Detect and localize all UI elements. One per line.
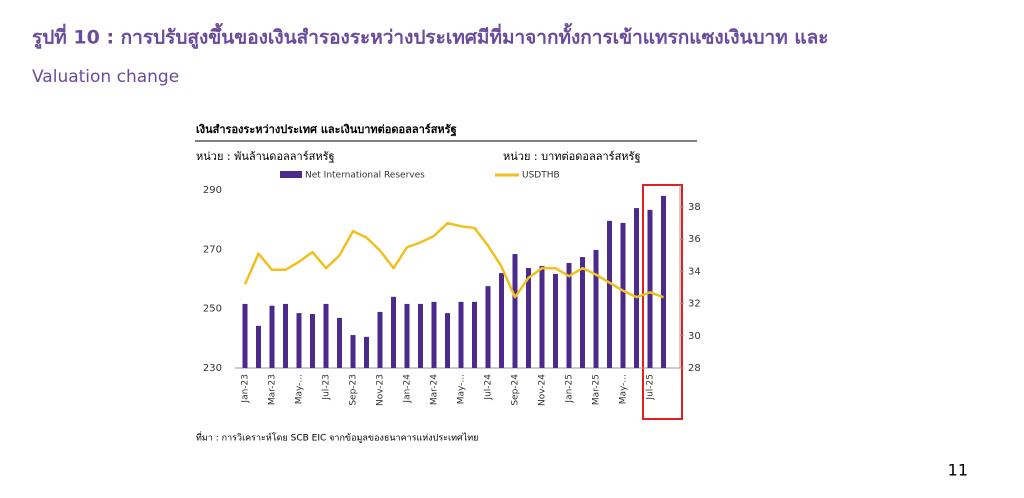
x-tick-label: May-... (457, 374, 467, 404)
bar (296, 313, 302, 368)
x-tick-label: Mar-23 (268, 374, 278, 405)
source-note: ที่มา : การวิเคราะห์โดย SCB EIC จากข้อมู… (196, 431, 478, 444)
chart-title: เงินสำรองระหว่างประเทศ และเงินบาทต่อดอลล… (196, 123, 457, 137)
x-tick-label: May-... (295, 374, 305, 404)
bar (283, 303, 288, 368)
x-tick-label: Nov-23 (376, 374, 386, 406)
bar (310, 314, 315, 368)
x-tick-label: Jul-25 (646, 374, 656, 401)
legend-label: USDTHB (522, 171, 560, 181)
bar (566, 262, 572, 368)
y2-tick-label: 34 (688, 266, 701, 277)
slide-subtitle: Valuation change (32, 67, 179, 87)
bar (242, 303, 248, 368)
x-tick-label: Mar-25 (592, 374, 602, 405)
bar (418, 303, 423, 368)
bar (337, 317, 342, 368)
y-tick-label: 290 (203, 185, 222, 196)
y2-tick-label: 28 (688, 363, 701, 374)
bar (323, 303, 329, 368)
bar (607, 220, 612, 368)
line (243, 221, 664, 299)
x-tick-label: Nov-24 (538, 374, 548, 406)
bar (526, 268, 531, 368)
bar (485, 286, 491, 368)
bar (377, 311, 383, 368)
y-tick-label: 250 (203, 304, 222, 315)
bar (620, 222, 626, 368)
y-tick-label: 270 (203, 244, 222, 255)
bar (256, 325, 261, 368)
bar (364, 336, 369, 368)
y-tick-label: 230 (203, 363, 222, 374)
bar (634, 208, 639, 368)
y2-tick-label: 32 (688, 299, 701, 310)
bar (661, 195, 666, 368)
y2-tick-label: 38 (688, 202, 701, 213)
bar (539, 265, 545, 368)
legend-label: Net International Reserves (305, 171, 425, 181)
bar (593, 249, 599, 368)
bar (553, 273, 558, 368)
y2-tick-label: 30 (688, 331, 701, 342)
bar (391, 296, 396, 368)
x-tick-label: Jul-23 (322, 374, 332, 401)
x-tick-label: May-... (619, 374, 629, 404)
bar (472, 301, 477, 368)
bar (647, 209, 653, 368)
bar (404, 303, 410, 368)
x-tick-label: Sep-23 (349, 374, 359, 406)
bar (350, 335, 356, 368)
bar (512, 254, 518, 368)
y2-tick-label: 36 (688, 234, 701, 245)
page-number: 11 (948, 461, 968, 480)
x-tick-label: Jan-24 (403, 374, 413, 404)
legend-swatch (280, 171, 302, 178)
highlight-box (642, 184, 683, 420)
bar (431, 301, 437, 368)
y2-axis-label: หน่วย : บาทต่อดอลลาร์สหรัฐ (503, 150, 641, 163)
x-tick-label: Mar-24 (430, 374, 440, 405)
bar (458, 301, 464, 368)
x-tick-label: Sep-24 (511, 374, 521, 406)
x-tick-label: Jan-23 (241, 374, 251, 404)
x-tick-label: Jan-25 (565, 374, 575, 404)
bar (269, 305, 275, 368)
slide-title: รูปที่ 10 : การปรับสูงขึ้นของเงินสำรองระ… (32, 23, 828, 50)
bar (445, 313, 450, 368)
bar (499, 273, 504, 368)
bar (580, 257, 585, 368)
y-axis-label: หน่วย : พันล้านดอลลาร์สหรัฐ (196, 150, 335, 163)
x-tick-label: Jul-24 (484, 374, 494, 401)
